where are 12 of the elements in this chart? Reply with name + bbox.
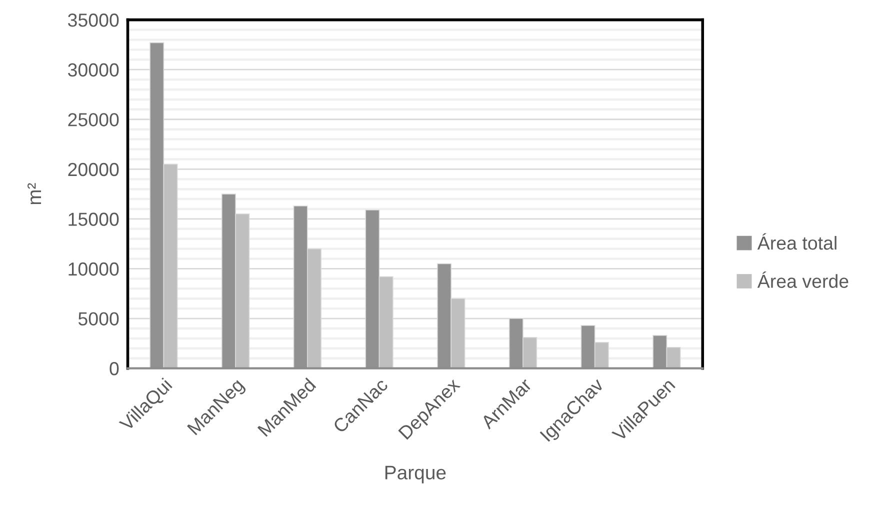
y-tick-label: 30000	[68, 63, 119, 77]
y-tick-label: 5000	[78, 312, 119, 326]
y-tick-label: 35000	[68, 14, 119, 27]
y-tick-label: 20000	[68, 162, 119, 176]
legend-label: Área verde	[757, 271, 848, 288]
y-axis-title: m²	[28, 183, 42, 204]
y-tick-label: 0	[110, 362, 119, 376]
y-tick-label: 25000	[68, 113, 119, 126]
y-tick-label: 10000	[68, 262, 119, 276]
y-tick-label: 15000	[68, 212, 119, 226]
x-axis-title: Parque	[385, 466, 446, 484]
legend-label: Área total	[757, 233, 836, 250]
